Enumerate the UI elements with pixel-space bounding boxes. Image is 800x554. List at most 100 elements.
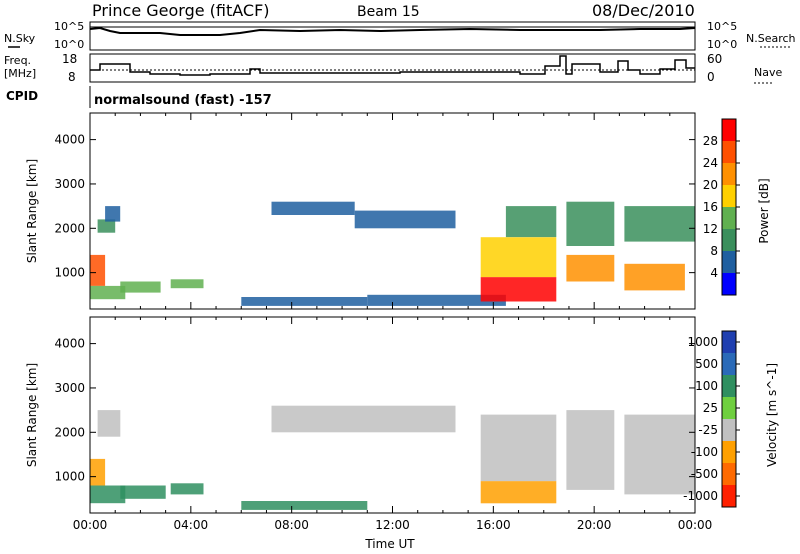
velocity-colorbar-swatch xyxy=(722,353,736,375)
cpid-label: CPID xyxy=(6,89,38,103)
velocity-colorbar-tick: -100 xyxy=(691,445,718,459)
station-title: Prince George (fitACF) xyxy=(92,1,270,20)
x-tick-label: 20:00 xyxy=(577,518,612,532)
power-heatmap-cells xyxy=(90,201,695,306)
power-scatter-region xyxy=(367,294,506,306)
xlabel: Time UT xyxy=(364,537,415,551)
power-scatter-region xyxy=(480,277,557,302)
power-colorbar-swatch xyxy=(722,251,736,273)
velocity-colorbar-swatch xyxy=(722,419,736,441)
power-colorbar-tick: 8 xyxy=(710,244,718,258)
x-tick-label: 16:00 xyxy=(476,518,511,532)
nsky-panel xyxy=(89,21,696,51)
velocity-scatter-region xyxy=(241,501,368,510)
power-scatter-region xyxy=(566,201,615,246)
power-scatter-region xyxy=(624,263,685,291)
power-colorbar: 4 8 12 16 20 24 28 xyxy=(703,118,740,296)
nsky-trace xyxy=(89,26,696,36)
x-tick-label: 00:00 xyxy=(73,518,108,532)
freq-tick-bottom: 8 xyxy=(68,70,76,84)
power-scatter-region xyxy=(241,297,368,306)
x-tick-label: 12:00 xyxy=(375,518,410,532)
velocity-ylabel: Slant Range [km] xyxy=(25,363,39,467)
velocity-colorbar-tick: 25 xyxy=(703,401,718,415)
velocity-colorbar-tick: 1000 xyxy=(687,335,718,349)
power-panel: 1000 2000 3000 4000 xyxy=(54,112,696,310)
velocity-colorbar-tick: 100 xyxy=(695,379,718,393)
power-scatter-region xyxy=(90,285,126,300)
y-tick-label: 1000 xyxy=(54,266,85,280)
power-colorbar-label: Power [dB] xyxy=(757,178,771,243)
nsearch-label: N.Search xyxy=(746,32,796,45)
velocity-scatter-region xyxy=(90,485,126,504)
velocity-colorbar-swatch xyxy=(722,441,736,463)
velocity-axes: 1000 2000 3000 4000 00:00 04:00 08:00 12:00 16:0… xyxy=(54,317,712,532)
x-tick-label: 00:00 xyxy=(678,518,713,532)
y-tick-label: 1000 xyxy=(54,470,85,484)
freq-label-line1: Freq. xyxy=(4,54,31,67)
x-tick-label: 04:00 xyxy=(174,518,209,532)
nsky-tick-top: 10^5 xyxy=(54,20,84,33)
cpid-value: normalsound (fast) -157 xyxy=(94,93,272,108)
power-scatter-region xyxy=(170,279,204,289)
nsky-label: N.Sky xyxy=(4,32,36,45)
velocity-colorbar-tick: -25 xyxy=(698,423,718,437)
power-scatter-region xyxy=(624,206,695,242)
velocity-colorbar-swatch xyxy=(722,331,736,353)
velocity-colorbar-swatch xyxy=(722,485,736,507)
velocity-scatter-region xyxy=(97,410,121,437)
velocity-colorbar-swatch xyxy=(722,375,736,397)
power-colorbar-tick: 16 xyxy=(703,200,718,214)
power-colorbar-tick: 24 xyxy=(703,156,718,170)
power-colorbar-swatch xyxy=(722,141,736,163)
y-tick-label: 2000 xyxy=(54,221,85,235)
velocity-scatter-region xyxy=(480,481,557,504)
velocity-colorbar-tick: -500 xyxy=(691,467,718,481)
velocity-colorbar-swatch xyxy=(722,397,736,419)
power-colorbar-tick: 12 xyxy=(703,222,718,236)
velocity-scatter-region xyxy=(624,414,695,495)
freq-panel xyxy=(89,53,696,83)
velocity-colorbar-swatch xyxy=(722,463,736,485)
y-tick-label: 2000 xyxy=(54,425,85,439)
y-tick-label: 3000 xyxy=(54,177,85,191)
nsky-tick-bottom: 10^0 xyxy=(54,38,84,51)
power-colorbar-swatch xyxy=(722,273,736,295)
power-scatter-region xyxy=(566,254,615,282)
nave-tick-top: 60 xyxy=(707,52,722,66)
power-colorbar-swatch xyxy=(722,229,736,251)
power-colorbar-swatch xyxy=(722,207,736,229)
y-tick-label: 4000 xyxy=(54,133,85,147)
velocity-scatter-region xyxy=(566,410,615,490)
power-scatter-region xyxy=(90,254,106,286)
freq-tick-top: 18 xyxy=(62,52,77,66)
velocity-colorbar-tick: -1000 xyxy=(683,489,718,503)
nsearch-tick-top: 10^5 xyxy=(707,20,737,33)
power-scatter-region xyxy=(120,281,161,293)
power-scatter-region xyxy=(271,201,355,215)
x-tick-label: 08:00 xyxy=(274,518,309,532)
power-scatter-region xyxy=(354,210,456,229)
beam-label: Beam 15 xyxy=(357,4,420,20)
date-label: 08/Dec/2010 xyxy=(592,1,695,20)
freq-label-line2: [MHz] xyxy=(4,67,36,80)
freq-trace xyxy=(90,55,695,76)
nave-tick-bottom: 0 xyxy=(707,70,715,84)
power-colorbar-tick: 20 xyxy=(703,178,718,192)
velocity-scatter-region xyxy=(90,458,106,486)
velocity-colorbar-label: Velocity [m s^-1] xyxy=(765,363,779,467)
velocity-panel: 1000 2000 3000 4000 00:00 04:00 08:00 12:00 16:0… xyxy=(54,316,712,532)
power-scatter-region xyxy=(105,206,121,222)
velocity-heatmap-cells xyxy=(90,405,695,510)
velocity-colorbar-tick: 500 xyxy=(695,357,718,371)
velocity-colorbar: 1000 500 100 25 -25 -100 -500 -1000 xyxy=(683,330,740,508)
power-scatter-region xyxy=(505,206,557,238)
velocity-scatter-region xyxy=(170,483,204,495)
power-colorbar-swatch xyxy=(722,185,736,207)
velocity-scatter-region xyxy=(271,405,456,433)
power-colorbar-swatch xyxy=(722,163,736,185)
power-axes: 1000 2000 3000 4000 xyxy=(54,113,696,309)
nave-label: Nave xyxy=(754,66,782,79)
nsearch-tick-bottom: 10^0 xyxy=(707,38,737,51)
